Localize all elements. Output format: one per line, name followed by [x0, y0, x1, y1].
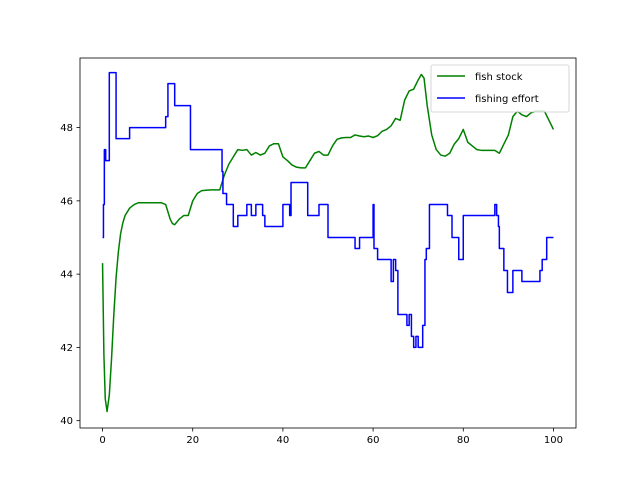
fishing-effort-line	[102, 71, 554, 349]
fish-stock-line	[101, 73, 555, 413]
plot-frame	[79, 57, 577, 429]
y-tick-label: 46	[60, 196, 73, 207]
x-axis: 0 20 40 60 80 100	[99, 428, 563, 446]
plot-lines	[101, 71, 555, 413]
legend-box	[430, 64, 570, 113]
y-axis: 40 42 44 46 48	[60, 123, 80, 427]
x-tick-label: 40	[277, 435, 290, 446]
x-tick-label: 100	[544, 435, 563, 446]
x-tick-label: 80	[457, 435, 470, 446]
x-tick-label: 60	[367, 435, 380, 446]
x-tick-label: 0	[99, 435, 105, 446]
y-tick-label: 42	[60, 343, 73, 354]
x-tick-label: 20	[186, 435, 199, 446]
y-tick-label: 48	[60, 123, 73, 134]
y-tick-label: 44	[60, 270, 73, 281]
y-tick-label: 40	[60, 416, 73, 427]
legend: fish stock fishing effort	[430, 64, 570, 113]
legend-label-fishing-effort: fishing effort	[475, 94, 539, 105]
legend-label-fish-stock: fish stock	[475, 72, 523, 83]
